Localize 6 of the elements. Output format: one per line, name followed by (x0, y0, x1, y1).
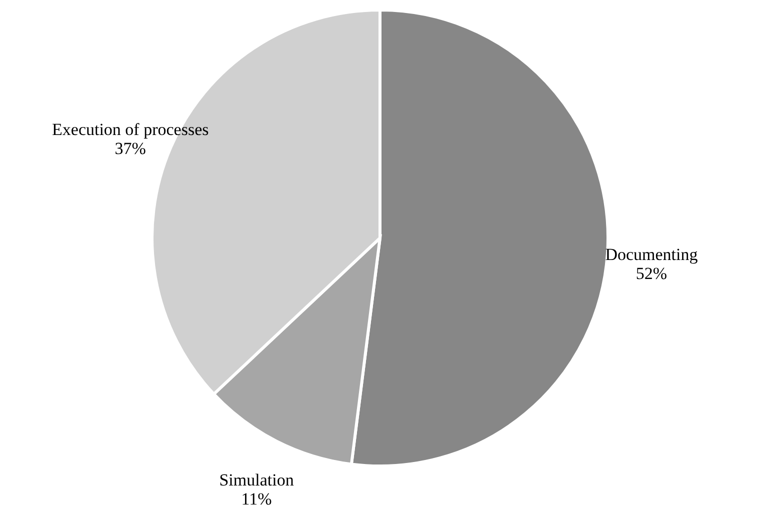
slice-label: Execution of processes (52, 120, 209, 139)
slice-label: Documenting (605, 245, 698, 264)
data-label: 37% (114, 138, 146, 158)
data-label: 52% (636, 264, 668, 284)
slice-label: Simulation (219, 470, 294, 490)
data-label: 11% (241, 489, 272, 508)
